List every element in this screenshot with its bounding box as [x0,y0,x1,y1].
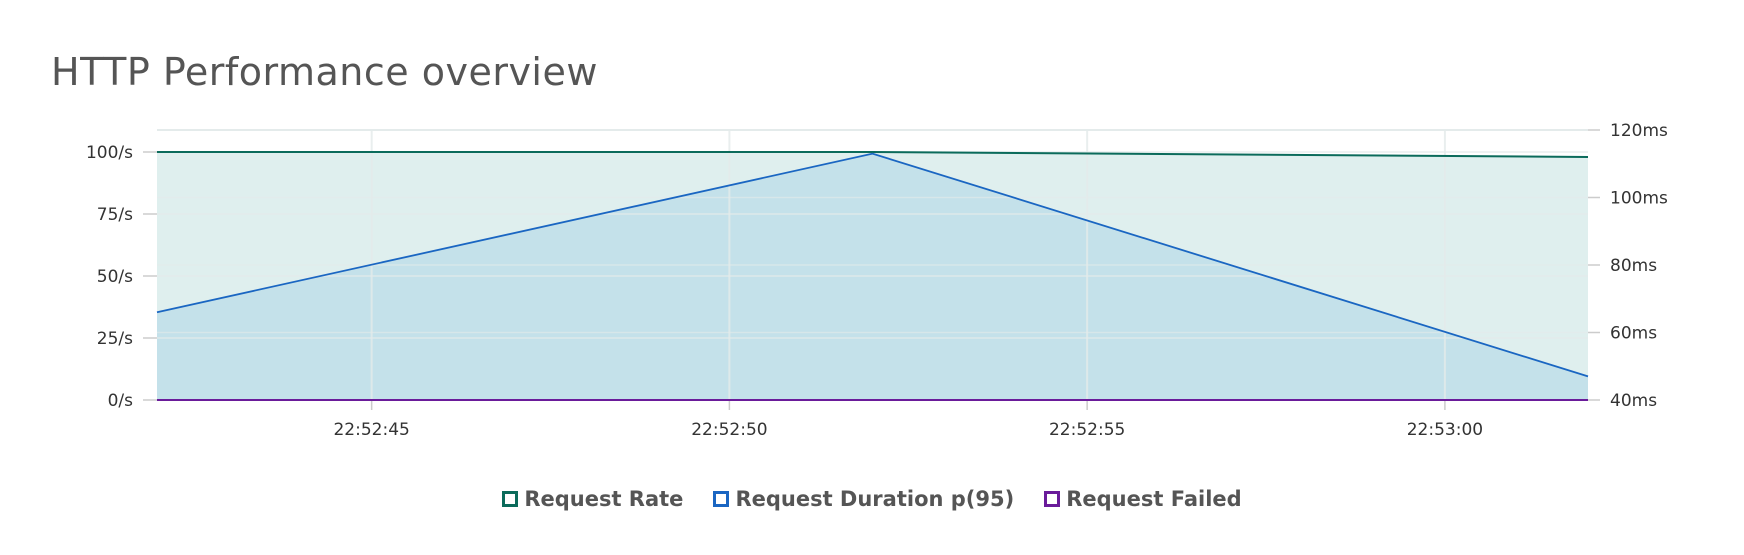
legend-item-request-rate[interactable]: Request Rate [502,487,683,511]
x-tick-label: 22:52:50 [691,420,767,440]
legend-swatch-request-failed [1044,491,1060,507]
chart: 0/s 25/s 50/s 75/s 100/s 40ms 60ms 80ms 100ms 120… [0,0,1744,480]
y-right-tick-label: 120ms [1610,121,1668,141]
legend-label-request-failed: Request Failed [1066,487,1241,511]
y-left-tick-label: 25/s [97,329,133,349]
x-tick-label: 22:53:00 [1407,420,1483,440]
legend-swatch-request-rate [502,491,518,507]
y-right-tick-label: 60ms [1610,324,1657,344]
x-tick-label: 22:52:55 [1049,420,1125,440]
y-left-tick-label: 0/s [108,391,134,411]
legend-item-request-duration[interactable]: Request Duration p(95) [713,487,1014,511]
y-left-tick-label: 75/s [97,205,133,225]
y-left-tick-label: 100/s [86,143,133,163]
y-right-tick-label: 80ms [1610,256,1657,276]
legend-item-request-failed[interactable]: Request Failed [1044,487,1241,511]
y-left-tick-label: 50/s [97,267,133,287]
x-tick-label: 22:52:45 [333,420,409,440]
y-right-tick-label: 40ms [1610,391,1657,411]
legend-swatch-request-duration [713,491,729,507]
y-right-tick-label: 100ms [1610,189,1668,209]
chart-legend: Request Rate Request Duration p(95) Requ… [0,487,1744,511]
legend-label-request-duration: Request Duration p(95) [735,487,1014,511]
legend-label-request-rate: Request Rate [524,487,683,511]
